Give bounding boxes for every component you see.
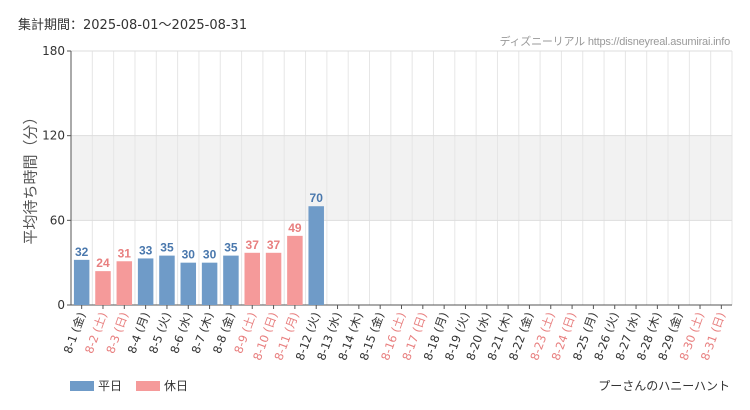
data-label: 70 — [310, 191, 324, 205]
bar — [308, 206, 324, 305]
grid-band — [71, 135, 732, 221]
legend-item-holiday[interactable]: 休日 — [136, 377, 188, 394]
bars — [73, 206, 324, 305]
legend-label-holiday: 休日 — [164, 379, 189, 393]
y-tick-label: 60 — [50, 213, 65, 227]
bar — [159, 255, 175, 305]
bar — [201, 262, 218, 305]
y-tick-label: 0 — [57, 298, 65, 312]
bar — [287, 235, 303, 305]
data-label: 49 — [288, 221, 302, 235]
bar — [116, 261, 133, 305]
data-label: 37 — [246, 238, 260, 252]
axes — [67, 50, 722, 309]
bar — [223, 255, 239, 305]
bar — [73, 259, 90, 305]
data-label: 30 — [203, 248, 217, 262]
bar — [265, 252, 282, 305]
data-label: 24 — [96, 256, 110, 270]
data-label: 32 — [75, 245, 89, 259]
y-tick-label: 120 — [42, 129, 65, 143]
bar — [95, 271, 111, 305]
data-label: 35 — [224, 241, 238, 255]
legend-label-weekday: 平日 — [98, 379, 123, 393]
attraction-name: プーさんのハニーハント — [598, 379, 730, 393]
data-label: 35 — [160, 241, 174, 255]
bar — [244, 252, 260, 305]
data-label: 37 — [267, 238, 281, 252]
data-label: 30 — [182, 248, 196, 262]
legend: 平日 休日 — [70, 377, 202, 394]
bar — [180, 262, 197, 305]
data-label: 33 — [139, 243, 153, 257]
site-credit: ディズニーリアル https://disneyreal.asumirai.inf… — [499, 36, 730, 48]
bar — [137, 258, 154, 305]
data-label: 31 — [118, 246, 132, 260]
legend-item-weekday[interactable]: 平日 — [70, 377, 122, 394]
period-label: 集計期間：2025-08-01〜2025-08-31 — [18, 18, 248, 33]
legend-swatch-weekday — [70, 380, 94, 391]
legend-swatch-holiday — [136, 380, 161, 391]
y-tick-label: 180 — [42, 44, 65, 58]
